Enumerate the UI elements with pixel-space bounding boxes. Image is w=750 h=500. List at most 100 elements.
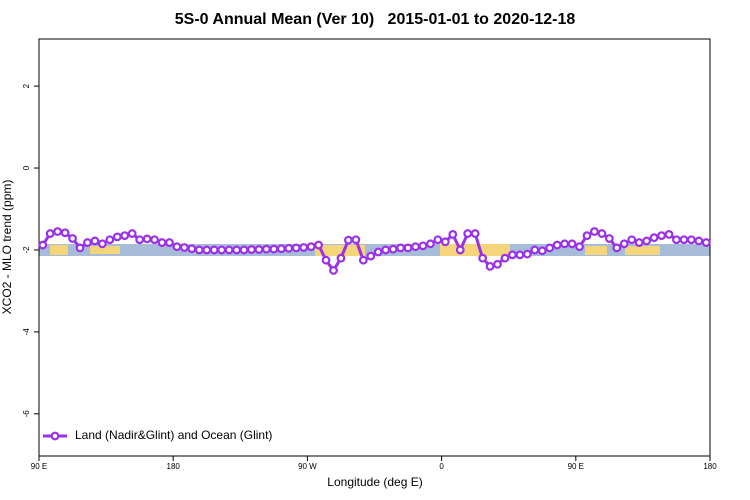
data-point [97, 239, 107, 249]
data-point [351, 235, 361, 245]
data-point [179, 243, 189, 252]
x-tick-label: 180 [167, 462, 181, 471]
data-point [202, 245, 212, 255]
data-point [567, 239, 577, 249]
data-point [269, 244, 279, 254]
data-point [634, 238, 644, 247]
data-point [619, 239, 629, 249]
x-tick-label: 90 E [568, 462, 584, 471]
data-point [463, 229, 473, 238]
data-point [657, 231, 666, 241]
data-point [664, 229, 674, 239]
data-point [142, 234, 152, 244]
data-point [120, 231, 130, 241]
data-point [224, 245, 234, 255]
data-point [276, 244, 286, 254]
data-point [694, 236, 704, 246]
data-point [701, 238, 711, 247]
data-point [679, 235, 689, 245]
data-point [448, 229, 458, 239]
data-point [299, 243, 309, 252]
data-point [291, 243, 301, 253]
data-point [418, 241, 428, 251]
data-point [470, 229, 480, 238]
data-point [172, 242, 182, 252]
data-point [135, 235, 145, 245]
y-tick-label: 2 [22, 83, 31, 88]
data-point [493, 259, 502, 269]
data-point [105, 235, 115, 245]
data-point [306, 242, 316, 252]
data-point [433, 235, 443, 245]
data-point [284, 243, 294, 253]
data-point [373, 247, 383, 257]
data-point [627, 235, 637, 245]
data-point [261, 244, 271, 254]
y-tick-label: -6 [22, 410, 31, 418]
plot-frame [38, 38, 711, 457]
data-point [597, 229, 607, 238]
data-point [411, 242, 420, 252]
legend-label: Land (Nadir&Glint) and Ocean (Glint) [75, 428, 272, 442]
x-tick-label: 180 [703, 462, 717, 471]
data-point [455, 245, 465, 255]
y-tick-label: -4 [22, 328, 31, 336]
data-point [187, 244, 197, 254]
data-point [545, 243, 555, 253]
x-tick-label: 0 [439, 462, 444, 471]
data-point [530, 245, 540, 255]
data-point [232, 245, 241, 255]
x-tick-label: 90 W [298, 462, 317, 471]
data-point [478, 253, 488, 263]
data-point [500, 253, 510, 263]
data-point [90, 236, 100, 246]
data-point [485, 261, 495, 271]
data-point [612, 243, 622, 253]
data-point [314, 240, 323, 250]
data-point [642, 236, 652, 246]
data-point [336, 253, 346, 263]
data-point [68, 234, 77, 243]
data-point [83, 238, 92, 247]
x-axis-label: Longitude (deg E) [327, 475, 422, 489]
data-point [686, 235, 696, 245]
y-tick-label: -2 [22, 246, 31, 254]
data-point [604, 234, 614, 243]
data-point [165, 238, 174, 247]
data-point [321, 255, 331, 265]
data-point [60, 228, 70, 238]
data-point [403, 243, 413, 253]
data-point [508, 250, 517, 260]
data-point [217, 245, 227, 255]
data-point [358, 255, 368, 265]
data-point [239, 245, 249, 255]
data-point [127, 229, 137, 238]
x-tick-label: 90 E [31, 462, 47, 471]
data-point [388, 244, 398, 254]
data-point [649, 233, 659, 243]
data-point [209, 245, 219, 255]
data-point [150, 235, 159, 245]
data-point [560, 239, 570, 249]
data-point [254, 245, 264, 254]
data-point [582, 231, 592, 241]
chart-title: 5S-0 Annual Mean (Ver 10) 2015-01-01 to … [175, 11, 576, 28]
data-point [112, 232, 122, 242]
data-point [366, 251, 376, 261]
data-point [426, 239, 435, 249]
y-axis-label: XCO2 - MLO trend (ppm) [0, 180, 14, 315]
data-point [75, 243, 85, 253]
legend-marker [50, 431, 60, 441]
data-point [344, 235, 353, 245]
data-point [381, 245, 391, 255]
data-point [672, 235, 681, 245]
data-point [53, 227, 63, 236]
data-point [537, 246, 547, 256]
y-tick-label: 0 [22, 165, 31, 170]
data-point [515, 250, 525, 260]
data-point [552, 240, 562, 250]
data-point [194, 245, 204, 255]
data-point [396, 243, 405, 253]
data-point [575, 242, 584, 252]
data-point [329, 266, 338, 275]
